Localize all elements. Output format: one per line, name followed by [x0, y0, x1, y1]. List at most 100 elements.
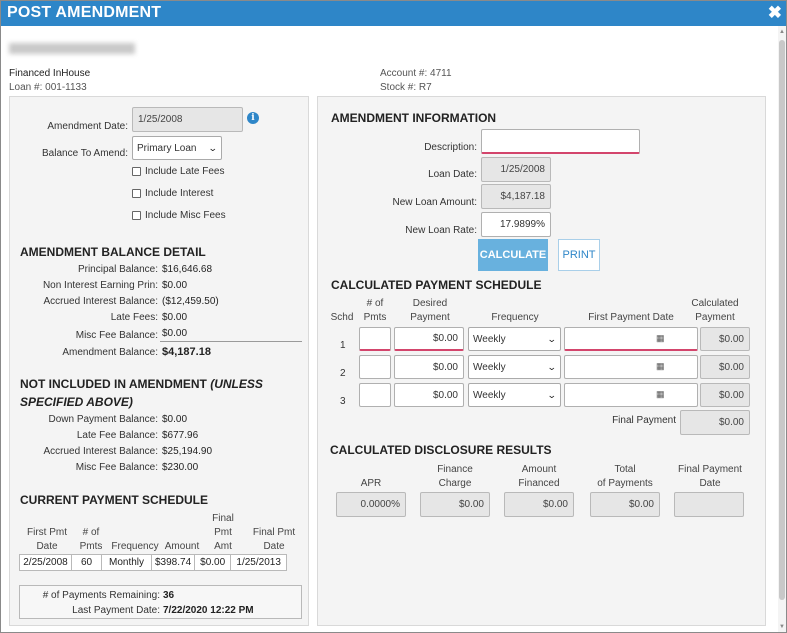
row2-first-payment-date-input[interactable]: ▦ — [564, 355, 698, 379]
row1-frequency-value: Weekly — [473, 333, 506, 345]
scroll-down-icon[interactable]: ▼ — [779, 624, 785, 630]
account-number: Account #: 4711 — [380, 68, 452, 79]
chevron-down-icon: ⌄ — [547, 333, 558, 344]
loan-date-label: Loan Date: — [428, 169, 477, 180]
include-interest-label: Include Interest — [145, 188, 214, 199]
schd-2-label: 2 — [340, 368, 346, 379]
row2-desired-payment-input[interactable]: $0.00 — [394, 355, 464, 379]
row3-frequency-value: Weekly — [473, 389, 506, 401]
calculate-button[interactable]: CALCULATE — [478, 239, 548, 271]
late-fees-label: Late Fees: — [110, 312, 158, 323]
col-final-pmt-amt: Final Pmt Amt — [212, 513, 234, 552]
col-calc-frequency: Frequency — [491, 312, 539, 323]
row3-first-payment-date-input[interactable]: ▦ — [564, 383, 698, 407]
col-desired-payment: Desired Payment — [410, 298, 450, 323]
balance-to-amend-select[interactable]: Primary Loan ⌄ — [132, 136, 222, 160]
row1-frequency-select[interactable]: Weekly ⌄ — [468, 327, 561, 351]
row3-num-pmts-input[interactable] — [359, 383, 391, 407]
col-final-pmt-date: Final Pmt Date — [252, 527, 296, 552]
balance-detail-title: AMENDMENT BALANCE DETAIL — [20, 245, 206, 259]
scroll-up-icon[interactable]: ▲ — [779, 29, 785, 35]
disclosure-title: CALCULATED DISCLOSURE RESULTS — [330, 443, 552, 457]
calendar-icon[interactable]: ▦ — [656, 333, 665, 343]
info-icon[interactable]: i — [247, 112, 259, 124]
misc-fee-value: $0.00 — [162, 328, 188, 339]
finance-charge-field: $0.00 — [420, 492, 490, 517]
final-amt-cell: $0.00 — [194, 554, 232, 571]
amendment-date-label: Amendment Date: — [47, 121, 128, 132]
last-payment-date-value: 7/22/2020 12:22 PM — [163, 605, 254, 616]
calc-schedule-title: CALCULATED PAYMENT SCHEDULE — [331, 278, 542, 292]
row1-num-pmts-input[interactable] — [359, 327, 391, 351]
row1-calculated-payment: $0.00 — [700, 327, 750, 351]
amount-financed-field: $0.00 — [504, 492, 574, 517]
accrued-interest-label: Accrued Interest Balance: — [43, 296, 158, 307]
misc-fee-ni-label: Misc Fee Balance: — [75, 462, 158, 473]
financing-type: Financed InHouse — [9, 68, 91, 79]
table-row: 2/25/2008 60 Monthly $398.74 $0.00 1/25/… — [19, 554, 288, 571]
accrued-interest-ni-label: Accrued Interest Balance: — [43, 446, 158, 457]
new-loan-amount-field: $4,187.18 — [481, 184, 551, 209]
late-fee-balance-label: Late Fee Balance: — [76, 430, 158, 441]
loan-number: Loan #: 001-1133 — [9, 82, 87, 93]
first-pmt-date-cell: 2/25/2008 — [19, 554, 72, 571]
accrued-interest-value: ($12,459.50) — [162, 296, 219, 307]
payments-remaining-label: # of Payments Remaining: — [42, 590, 160, 601]
row2-frequency-value: Weekly — [473, 361, 506, 373]
current-schedule-title: CURRENT PAYMENT SCHEDULE — [20, 493, 209, 507]
down-payment-value: $0.00 — [162, 414, 188, 425]
remaining-box: # of Payments Remaining: 36 Last Payment… — [19, 585, 302, 619]
include-misc-fees-checkbox[interactable] — [132, 211, 141, 220]
row1-first-payment-date-input[interactable]: ▦ — [564, 327, 698, 351]
late-fee-balance-value: $677.96 — [162, 430, 199, 441]
frequency-cell: Monthly — [101, 554, 152, 571]
non-interest-prin-value: $0.00 — [162, 280, 188, 291]
col-final-payment-date: Final Payment Date — [678, 464, 742, 489]
total-payments-field: $0.00 — [590, 492, 660, 517]
calendar-icon[interactable]: ▦ — [656, 361, 665, 371]
principal-balance-label: Principal Balance: — [77, 264, 158, 275]
current-schedule-table: 2/25/2008 60 Monthly $398.74 $0.00 1/25/… — [19, 554, 288, 571]
not-included-title-cont: SPECIFIED ABOVE) — [20, 395, 133, 409]
col-first-payment-date: First Payment Date — [588, 312, 674, 323]
calendar-icon[interactable]: ▦ — [656, 389, 665, 399]
description-input[interactable] — [481, 129, 640, 154]
scroll-thumb[interactable] — [779, 40, 785, 600]
row1-desired-payment-input[interactable]: $0.00 — [394, 327, 464, 351]
payments-remaining-value: 36 — [163, 590, 175, 601]
late-fees-value: $0.00 — [162, 312, 188, 323]
col-calc-num-pmts: # of Pmts — [363, 298, 387, 323]
amount-cell: $398.74 — [150, 554, 196, 571]
amendment-balance-value: $4,187.18 — [162, 346, 211, 358]
stock-number: Stock #: R7 — [380, 82, 432, 93]
row2-frequency-select[interactable]: Weekly ⌄ — [468, 355, 561, 379]
customer-name-redacted — [9, 43, 135, 54]
include-interest-checkbox[interactable] — [132, 189, 141, 198]
row3-desired-payment-input[interactable]: $0.00 — [394, 383, 464, 407]
chevron-down-icon: ⌄ — [208, 142, 219, 153]
col-amount: Amount — [164, 541, 200, 552]
vertical-scrollbar[interactable]: ▲ ▼ — [778, 26, 786, 632]
row3-frequency-select[interactable]: Weekly ⌄ — [468, 383, 561, 407]
new-loan-rate-label: New Loan Rate: — [405, 225, 477, 236]
row2-num-pmts-input[interactable] — [359, 355, 391, 379]
misc-fee-label: Misc Fee Balance: — [75, 330, 158, 341]
description-label: Description: — [424, 142, 477, 153]
title-bar: POST AMENDMENT ✖ — [1, 1, 786, 26]
loan-date-field: 1/25/2008 — [481, 157, 551, 182]
row3-calculated-payment: $0.00 — [700, 383, 750, 407]
final-date-cell: 1/25/2013 — [230, 554, 288, 571]
close-icon[interactable]: ✖ — [767, 3, 782, 22]
include-late-fees-label: Include Late Fees — [145, 166, 225, 177]
not-included-title: NOT INCLUDED IN AMENDMENT (UNLESS — [20, 377, 263, 391]
include-late-fees-checkbox[interactable] — [132, 167, 141, 176]
row2-calculated-payment: $0.00 — [700, 355, 750, 379]
col-total-payments: Total of Payments — [597, 464, 653, 489]
num-pmts-cell: 60 — [71, 554, 102, 571]
schd-3-label: 3 — [340, 396, 346, 407]
new-loan-rate-input[interactable]: 17.9899% — [481, 212, 551, 237]
right-panel: AMENDMENT INFORMATION Description: Loan … — [317, 96, 766, 626]
amendment-date-field: 1/25/2008 — [132, 107, 243, 132]
print-button[interactable]: PRINT — [558, 239, 600, 271]
